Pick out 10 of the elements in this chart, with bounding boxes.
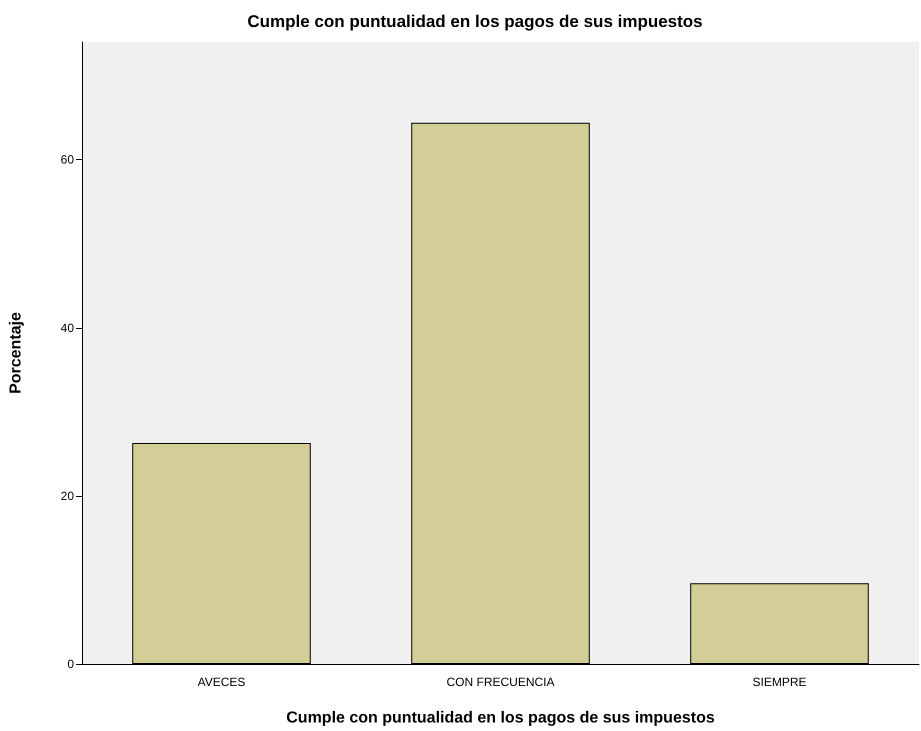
y-tick-label: 60 <box>60 152 74 167</box>
y-axis-title: Porcentaje <box>8 312 24 394</box>
x-tick-label: CON FRECUENCIA <box>446 675 555 689</box>
y-tick-label: 0 <box>67 657 74 671</box>
y-tick-label: 40 <box>60 320 74 335</box>
x-tick-label: AVECES <box>198 675 246 689</box>
x-tick-label: SIEMPRE <box>752 675 807 689</box>
chart-title: Cumple con puntualidad en los pagos de sus impuestos <box>247 12 703 31</box>
x-axis-title: Cumple con puntualidad en los pagos de sus impuestos <box>286 710 715 726</box>
y-tick-label: 20 <box>60 488 74 503</box>
